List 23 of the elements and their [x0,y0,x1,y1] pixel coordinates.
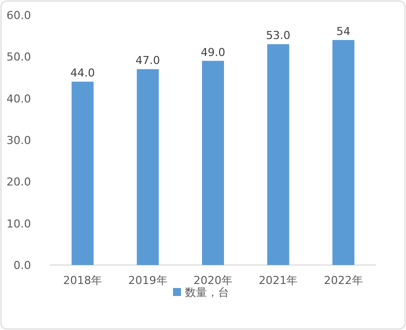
bar [267,44,290,265]
x-tick-label: 2021年 [258,274,298,287]
x-tick-label: 2022年 [324,274,363,287]
x-tick-label: 2018年 [63,274,102,287]
bar [332,40,354,265]
legend-label: 数量，台 [185,286,229,299]
y-tick-label: 50.0 [6,50,31,64]
y-tick-label: 40.0 [6,92,31,106]
x-tick-label: 2019年 [128,274,168,287]
y-tick-label: 60.0 [6,9,31,22]
y-tick-label: 20.0 [6,176,31,189]
bar [136,69,159,265]
y-tick-label: 0.0 [14,259,31,272]
x-tick-label: 2020年 [194,274,232,287]
text: 53.0 [266,29,290,42]
text: 54 [336,25,350,38]
text: 49.0 [200,46,226,59]
text: 44.0 [70,66,95,80]
y-tick-label: 10.0 [6,217,31,230]
bar [72,82,94,265]
bar [202,60,224,265]
text: 47.0 [136,54,160,68]
y-tick-label: 30.0 [6,134,31,147]
